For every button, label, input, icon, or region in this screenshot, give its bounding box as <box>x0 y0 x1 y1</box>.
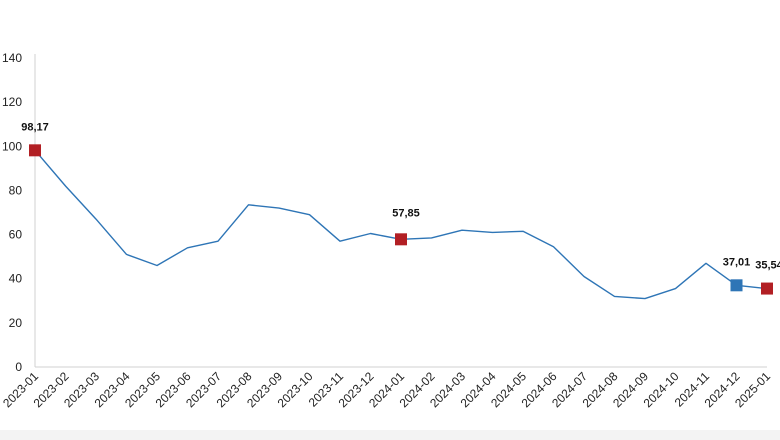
highlight-marker <box>761 283 773 295</box>
data-label: 98,17 <box>21 121 49 133</box>
series-line <box>35 150 767 298</box>
y-tick-label: 80 <box>9 183 23 197</box>
y-tick-label: 140 <box>2 51 22 65</box>
highlight-marker <box>29 144 41 156</box>
y-tick-label: 60 <box>9 228 23 242</box>
y-tick-label: 100 <box>2 139 22 153</box>
highlight-marker <box>731 279 743 291</box>
y-tick-label: 20 <box>9 316 23 330</box>
data-label: 35,54 <box>755 260 780 272</box>
y-tick-label: 40 <box>9 272 23 286</box>
data-label: 57,85 <box>392 207 420 219</box>
data-label: 37,01 <box>723 256 751 268</box>
y-tick-label: 0 <box>15 360 22 374</box>
y-tick-label: 120 <box>2 95 22 109</box>
highlight-marker <box>395 233 407 245</box>
bottom-band <box>0 430 780 440</box>
